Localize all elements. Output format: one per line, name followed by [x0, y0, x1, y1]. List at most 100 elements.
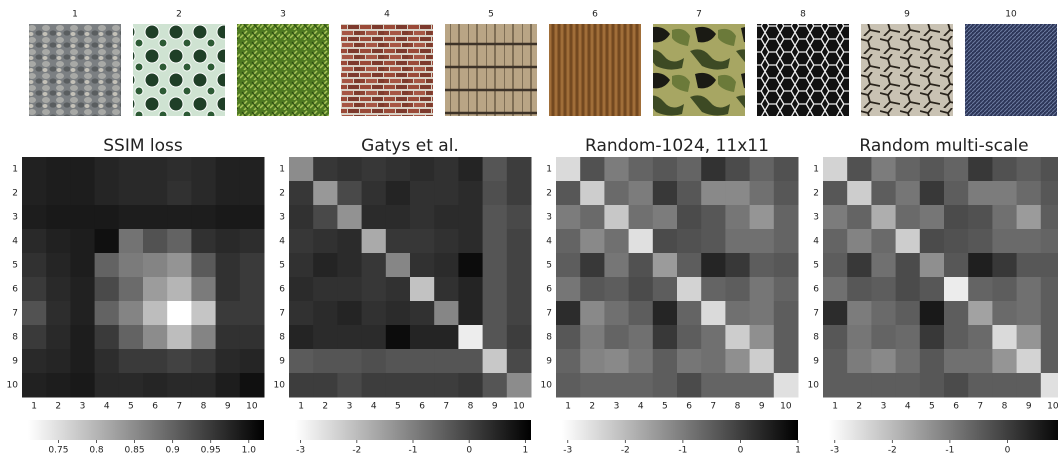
heatmap-cell: [725, 301, 750, 326]
y-tick-label: 7: [279, 309, 285, 319]
colorbar-tick-label: 0.8: [89, 446, 104, 455]
heatmap-cell: [750, 229, 775, 254]
x-tick-label: 8: [201, 402, 207, 412]
heatmap-cell: [920, 229, 945, 254]
heatmap-cell: [95, 349, 120, 374]
heatmap-cell: [313, 157, 338, 182]
heatmap-cell: [725, 205, 750, 230]
y-tick-label: 5: [546, 261, 552, 271]
heatmap-cell: [70, 325, 95, 350]
heatmap-cell: [992, 157, 1017, 182]
y-tick-label: 8: [12, 333, 18, 343]
heatmap-cell: [289, 349, 314, 374]
figure: 12345678910SSIM loss12345678910123456789…: [0, 0, 1058, 455]
y-tick-label: 4: [813, 237, 819, 247]
page: 12345678910SSIM loss12345678910123456789…: [0, 0, 1058, 455]
x-tick-label: 9: [492, 402, 498, 412]
heatmap-cell: [167, 277, 192, 302]
heatmap-cell: [22, 325, 47, 350]
heatmap-cell: [410, 349, 435, 374]
heatmap-cell: [992, 325, 1017, 350]
heatmap-cell: [968, 181, 993, 206]
heatmap-cell: [240, 349, 265, 374]
heatmap-cell: [580, 157, 605, 182]
heatmap-cell: [507, 253, 532, 278]
x-tick-label: 6: [419, 402, 425, 412]
heatmap-cell: [119, 205, 144, 230]
heatmap-cell: [1041, 229, 1058, 254]
colorbar-tick-label: 1: [795, 446, 801, 455]
heatmap-cell: [823, 301, 848, 326]
heatmap-cell: [337, 277, 362, 302]
heatmap-cell: [847, 373, 872, 398]
heatmap-cell: [434, 349, 459, 374]
heatmap-cell: [362, 181, 387, 206]
heatmap-cell: [944, 373, 969, 398]
heatmap-cell: [556, 181, 581, 206]
heatmap-cell: [896, 277, 921, 302]
y-tick-label: 2: [813, 189, 819, 199]
heatmap-cell: [289, 157, 314, 182]
x-tick-label: 6: [686, 402, 692, 412]
heatmap-cell: [604, 157, 629, 182]
colorbar-tick-label: 0.95: [201, 446, 221, 455]
heatmap-cell: [95, 301, 120, 326]
heatmap-cell: [119, 253, 144, 278]
colorbar-tick-label: 0: [1005, 446, 1011, 455]
heatmap-cell: [70, 205, 95, 230]
heatmap-cell: [944, 277, 969, 302]
heatmap-cell: [1041, 157, 1058, 182]
heatmap-cell: [240, 301, 265, 326]
texture-image: [549, 24, 641, 116]
heatmap-cell: [386, 277, 411, 302]
texture-label: 2: [176, 10, 182, 20]
heatmap-cell: [968, 301, 993, 326]
heatmap-cell: [1041, 205, 1058, 230]
heatmap-cell: [313, 229, 338, 254]
heatmap-cell: [483, 229, 508, 254]
texture-label: 8: [800, 10, 806, 20]
heatmap-cell: [386, 325, 411, 350]
heatmap-cell: [823, 253, 848, 278]
heatmap-cell: [216, 349, 241, 374]
y-tick-label: 3: [546, 213, 552, 223]
heatmap-cell: [167, 373, 192, 398]
heatmap-cell: [22, 253, 47, 278]
heatmap-cell: [604, 205, 629, 230]
heatmap-cell: [70, 229, 95, 254]
heatmap-cell: [22, 229, 47, 254]
heatmap-cell: [725, 229, 750, 254]
heatmap-cell: [95, 373, 120, 398]
heatmap-cell: [313, 325, 338, 350]
colorbar: [562, 420, 798, 440]
heatmap-cell: [167, 181, 192, 206]
x-tick-label: 8: [468, 402, 474, 412]
heatmap-cell: [677, 277, 702, 302]
heatmap-cell: [604, 253, 629, 278]
heatmap-cell: [629, 253, 654, 278]
heatmap-cell: [580, 253, 605, 278]
heatmap-cell: [458, 205, 483, 230]
heatmap-cell: [1017, 373, 1042, 398]
heatmap-cell: [992, 205, 1017, 230]
heatmap-cell: [701, 157, 726, 182]
heatmap-cell: [677, 373, 702, 398]
heatmap-cell: [458, 157, 483, 182]
heatmap-cell: [701, 229, 726, 254]
heatmap-cell: [896, 301, 921, 326]
heatmap-cell: [968, 205, 993, 230]
heatmap-cell: [896, 349, 921, 374]
heatmap-cell: [871, 325, 896, 350]
x-tick-label: 4: [371, 402, 377, 412]
y-tick-label: 7: [813, 309, 819, 319]
heatmap-cell: [920, 301, 945, 326]
y-tick-label: 2: [279, 189, 285, 199]
heatmap-cell: [483, 373, 508, 398]
heatmap-cell: [871, 349, 896, 374]
heatmap-cell: [992, 229, 1017, 254]
colorbar: [295, 420, 531, 440]
heatmap-cell: [944, 181, 969, 206]
heatmap-cell: [725, 349, 750, 374]
x-tick-label: 2: [589, 402, 595, 412]
heatmap-cell: [483, 157, 508, 182]
